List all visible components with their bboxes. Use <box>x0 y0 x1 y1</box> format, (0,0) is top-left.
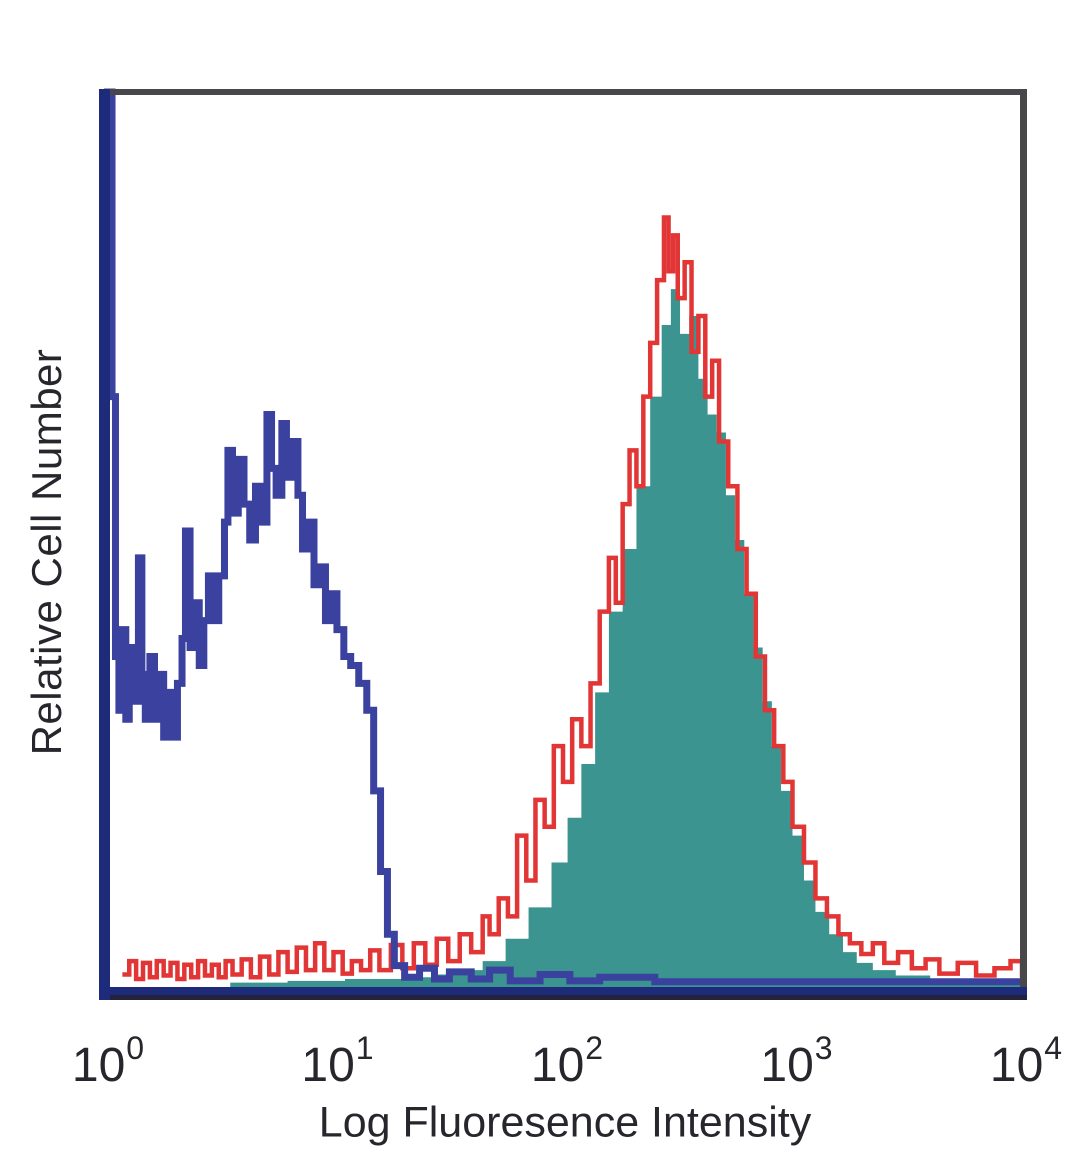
x-axis-label: Log Fluoresence Intensity <box>318 1098 812 1147</box>
stained-outline-histogram <box>122 215 1025 982</box>
x-tick-label-10e2: 102 <box>531 1030 603 1093</box>
tick-exponent: 4 <box>1044 1030 1063 1066</box>
x-axis-line-shadow <box>99 995 1027 1000</box>
x-tick-label-10e0: 100 <box>72 1030 144 1093</box>
tick-base: 10 <box>301 1039 355 1092</box>
frame-top <box>99 89 1027 95</box>
series-layer <box>104 88 1025 988</box>
tick-exponent: 2 <box>585 1030 604 1066</box>
y-axis-line <box>99 89 110 1000</box>
tick-base: 10 <box>530 1039 585 1092</box>
stained-filled-histogram <box>230 289 1023 988</box>
tick-exponent: 1 <box>355 1030 374 1066</box>
tick-exponent: 0 <box>126 1030 145 1066</box>
unstained-control-histogram <box>104 88 1022 986</box>
frame-right <box>1020 89 1027 1000</box>
tick-base: 10 <box>760 1039 814 1092</box>
y-axis-label: Relative Cell Number <box>23 348 70 756</box>
x-tick-label-10e4: 104 <box>990 1030 1062 1093</box>
x-tick-label-10e1: 101 <box>301 1030 373 1093</box>
x-tick-label-10e3: 103 <box>760 1030 832 1093</box>
plot-frame <box>99 89 1027 1000</box>
tick-base: 10 <box>71 1039 126 1092</box>
x-axis-line <box>99 987 1027 996</box>
tick-exponent: 3 <box>814 1030 833 1066</box>
tick-base: 10 <box>989 1039 1044 1092</box>
